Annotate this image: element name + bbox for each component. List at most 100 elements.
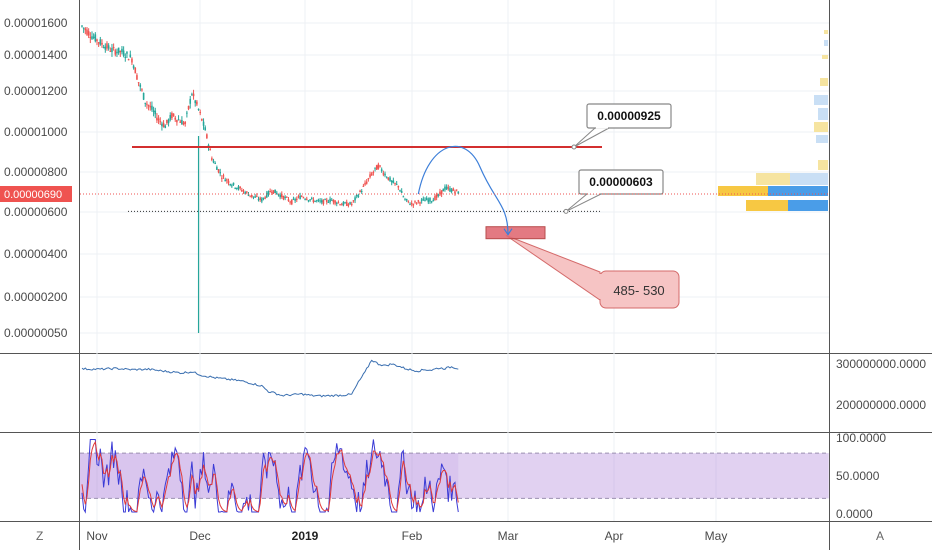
candle-body <box>231 185 233 187</box>
annotations[interactable]: 485- 530 <box>417 145 680 309</box>
candle-body <box>241 190 243 192</box>
candle-body <box>449 188 451 192</box>
support-callout[interactable]: 0.00000603 <box>563 169 664 214</box>
candle-body <box>181 120 183 125</box>
candle-body <box>282 196 285 200</box>
price-tick-label: 0.00000600 <box>4 205 68 219</box>
candle-body <box>197 108 200 110</box>
candle-body <box>116 51 118 54</box>
candle-body <box>415 202 418 204</box>
candle-body <box>194 100 197 104</box>
candle-body <box>122 50 125 56</box>
candle-body <box>297 196 300 198</box>
candle-body <box>362 185 365 187</box>
price-candles <box>81 25 460 333</box>
volume-profile-bar-4 <box>814 95 828 105</box>
indicator-pane-1: 300000000.0000 200000000.0000 <box>81 357 926 412</box>
projection-arrowhead <box>503 228 513 236</box>
candle-body <box>352 200 355 202</box>
candle-body <box>320 200 323 203</box>
candle-body <box>454 191 456 194</box>
candle-body <box>87 31 90 36</box>
candle-body <box>279 194 281 198</box>
candle-body <box>247 194 250 196</box>
price-axis[interactable]: 0.00001600 0.00001400 0.00001200 0.00001000… <box>0 16 829 340</box>
candle-body <box>327 201 330 203</box>
resistance-callout[interactable]: 0.00000925 <box>571 103 672 150</box>
candle-body <box>350 203 353 205</box>
candle-body <box>229 183 231 186</box>
candle-body <box>147 105 150 107</box>
time-tick-label: Feb <box>402 529 423 543</box>
candle-body <box>227 180 230 184</box>
vp-bar-poc-3 <box>746 200 788 211</box>
candle-body <box>345 201 348 206</box>
candle-body <box>139 84 142 87</box>
candle-body <box>337 202 340 204</box>
candle-body <box>309 199 311 201</box>
candle-body <box>97 42 100 44</box>
note-label: 485- 530 <box>613 283 664 298</box>
candle-body <box>201 118 203 121</box>
candle-body <box>317 199 320 201</box>
candle-body <box>439 191 441 195</box>
candle-body <box>420 199 423 202</box>
candle-body <box>102 47 105 49</box>
candle-body <box>186 112 188 114</box>
candle-body <box>251 194 253 197</box>
candle-body <box>236 187 238 189</box>
candle-body <box>189 98 192 104</box>
candle-body <box>211 158 213 161</box>
candle-body <box>410 202 413 205</box>
candle-body <box>359 190 361 192</box>
candle-body <box>217 169 220 173</box>
candle-body <box>176 119 178 123</box>
price-tick-label: 0.00000050 <box>4 326 68 340</box>
horizontal-levels[interactable]: 0.00000925 0.00000603 <box>128 103 672 214</box>
candle-body <box>424 199 426 202</box>
volume-profile <box>718 30 828 211</box>
volume-profile-bar-1 <box>824 40 828 46</box>
volume-profile-bar-8 <box>818 160 828 170</box>
candle-body <box>355 194 358 197</box>
candle-body <box>330 199 333 201</box>
indicator1-tick-label: 300000000.0000 <box>836 357 926 371</box>
candle-body <box>156 117 158 121</box>
candle-body <box>117 47 120 54</box>
time-axis[interactable]: Nov Dec 2019 Feb Mar Apr May <box>86 529 727 543</box>
candle-body <box>399 190 401 192</box>
candle-body <box>442 188 445 192</box>
candle-body <box>389 177 391 182</box>
indicator-pane-2: 100.0000 50.0000 0.0000 <box>80 431 886 521</box>
candle-body <box>382 173 385 175</box>
corner-letter-left: Z <box>36 529 43 543</box>
candle-body <box>364 182 366 185</box>
time-tick-label: Mar <box>498 529 519 543</box>
candle-body <box>447 187 450 189</box>
candle-body <box>409 204 411 206</box>
candle-body <box>191 94 193 96</box>
candle-body <box>257 199 260 201</box>
candle-body <box>422 198 425 200</box>
candle-body <box>334 200 336 204</box>
candle-body <box>290 199 293 205</box>
indicator2-tick-label: 0.0000 <box>836 507 873 521</box>
candle-body <box>434 196 436 201</box>
oscillator-band-ext <box>458 453 829 499</box>
candle-body <box>450 189 453 192</box>
candle-body <box>437 194 440 196</box>
candle-body <box>161 123 163 127</box>
candle-body <box>414 201 416 203</box>
candle-body <box>207 144 210 147</box>
projection-arc[interactable] <box>417 145 509 235</box>
candle-body <box>264 197 266 199</box>
price-tick-label: 0.00001600 <box>4 16 68 30</box>
candle-body <box>252 196 255 198</box>
support-callout-anchor <box>563 208 569 214</box>
candle-body <box>417 200 420 202</box>
candle-body <box>322 199 325 204</box>
target-zone-box[interactable] <box>485 226 546 240</box>
candle-body <box>274 189 276 194</box>
candle-body <box>372 172 375 174</box>
